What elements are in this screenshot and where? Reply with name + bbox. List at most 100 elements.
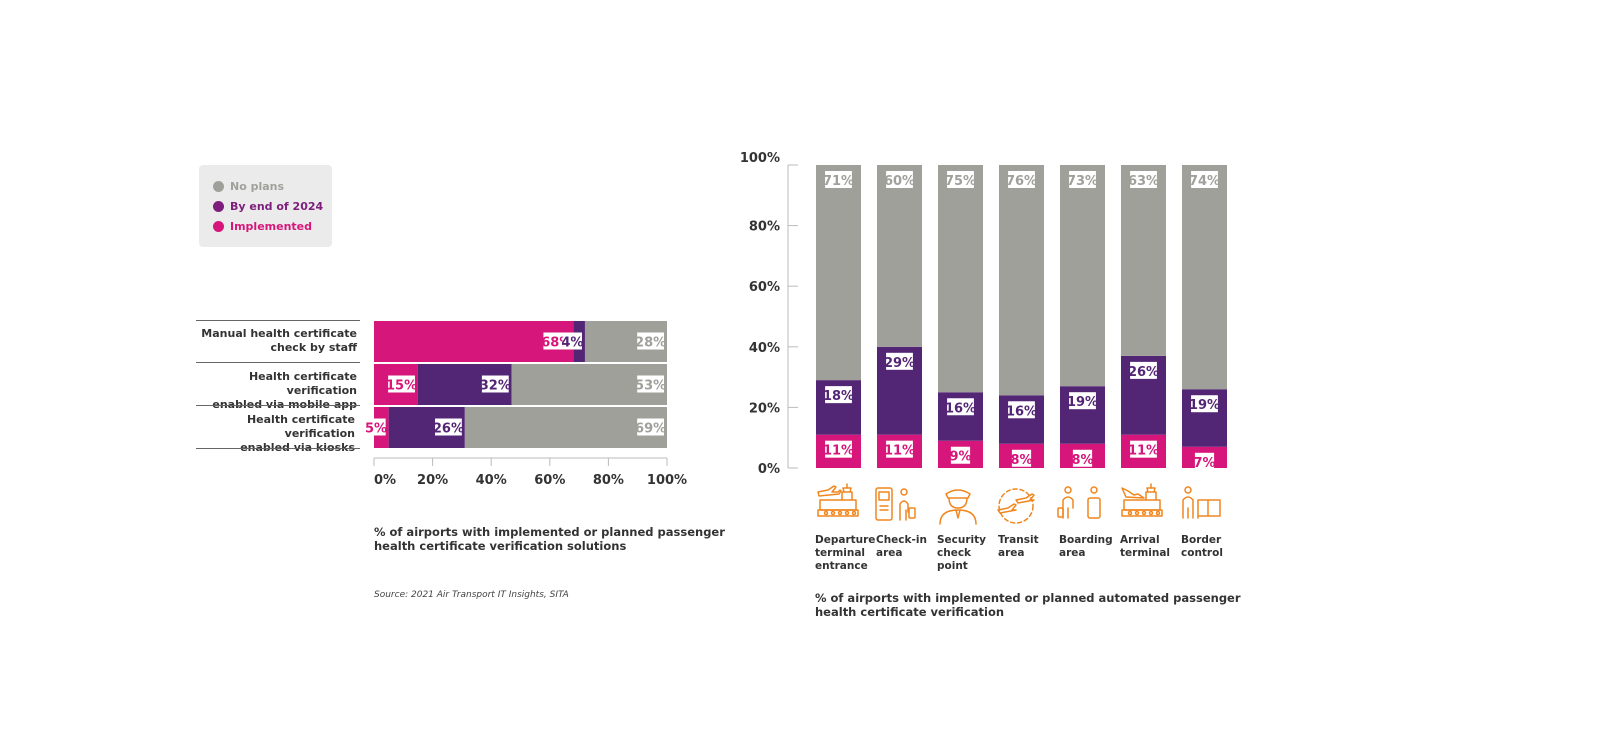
vbar-category-label: Check-in area	[876, 534, 927, 560]
vbar-value-label-bg	[1011, 449, 1032, 467]
hbar-category-line: enabled via kiosks	[240, 441, 355, 454]
vbar-segment-no-plans	[877, 165, 922, 347]
hbar-category-line: Health certificate verification	[248, 370, 357, 397]
vbar-value-label: 8%	[1071, 453, 1093, 468]
vbar-value-label-bg	[1008, 401, 1035, 419]
vbar-category-line: terminal	[1120, 547, 1171, 559]
hbar-category-label: Manual health certificate check by staff	[196, 327, 357, 355]
vbar-value-label-bg	[1130, 440, 1157, 458]
legend-item-implemented: Implemented	[213, 220, 312, 233]
hbar-value-label-bg	[366, 418, 386, 436]
hbar-category-line: check by staff	[270, 341, 358, 354]
hbar-x-tick-label: 60%	[534, 473, 565, 488]
vbar-value-label: 26%	[1128, 365, 1159, 380]
vbar-y-tick-label: 60%	[749, 280, 780, 295]
chart-legend: No plans By end of 2024 Implemented	[199, 165, 332, 247]
hbar-value-label-bg	[481, 375, 509, 393]
vbar-category-label: Border control	[1181, 534, 1223, 560]
vbar-segment-no-plans	[1182, 165, 1227, 390]
vbar-y-tick-label: 100%	[740, 151, 780, 166]
hbar-value-label-bg	[435, 418, 462, 436]
vbar-category-line: area	[1059, 547, 1086, 559]
hbar-value-label-bg	[637, 375, 664, 393]
hbar-x-tick-label: 0%	[374, 473, 396, 488]
vbar-value-label: 76%	[1006, 174, 1037, 189]
vbar-value-label-bg	[1194, 452, 1215, 470]
hbar-value-label-bg	[637, 418, 664, 436]
vbar-value-label: 60%	[884, 174, 915, 189]
vbar-value-label: 63%	[1128, 174, 1159, 189]
vbar-value-label-bg	[825, 440, 852, 458]
vbar-value-label: 11%	[884, 444, 915, 459]
vbar-value-label-bg	[825, 386, 852, 404]
vbar-y-tick-label: 40%	[749, 341, 780, 356]
vbar-category-line: Boarding	[1059, 534, 1113, 546]
vbar-value-label-bg	[1069, 392, 1096, 410]
vbar-category-line: Check-in	[876, 534, 927, 546]
vbar-value-label-bg	[1191, 171, 1218, 188]
legend-swatch-implemented	[213, 221, 224, 232]
hbar-category-line: enabled via mobile app	[212, 398, 357, 411]
hbar-value-label: 4%	[561, 336, 583, 351]
legend-label-no-plans: No plans	[230, 180, 285, 193]
hbar-x-tick-label: 80%	[593, 473, 624, 488]
vbar-value-label: 8%	[1010, 453, 1032, 468]
caption-line: % of airports with implemented or planne…	[815, 591, 1241, 605]
vbar-category-line: area	[998, 547, 1025, 559]
vbar-value-label-bg	[1130, 171, 1157, 188]
hbar-value-label-bg	[637, 332, 664, 350]
row-divider	[196, 448, 360, 449]
vbar-category-line: Security	[937, 534, 987, 546]
hbar-segment-no-plans	[464, 407, 667, 448]
hbar-value-label: 69%	[635, 422, 666, 437]
legend-item-by-2024: By end of 2024	[213, 200, 323, 213]
row-divider	[196, 320, 360, 321]
hbar-category-label: Health certificate verification enabled …	[196, 413, 355, 455]
vbar-category-line: Arrival	[1120, 534, 1160, 546]
legend-swatch-by-2024	[213, 201, 224, 212]
vbar-category-line: point	[937, 560, 968, 572]
hbar-value-label: 5%	[365, 422, 387, 437]
vbar-category-line: check	[937, 547, 972, 559]
vbar-value-label-bg	[947, 171, 974, 188]
vbar-category-line: Transit	[998, 534, 1039, 546]
vbar-value-label-bg	[886, 171, 913, 188]
hbar-x-tick-label: 100%	[647, 473, 687, 488]
vbar-y-tick-label: 80%	[749, 220, 780, 235]
hbar-value-label-bg	[388, 375, 415, 393]
vbar-value-label: 29%	[884, 356, 915, 371]
vbar-value-label: 16%	[945, 401, 976, 416]
vbar-segment-no-plans	[816, 165, 861, 381]
vbar-segment-no-plans	[938, 165, 983, 393]
hbar-x-tick-label: 40%	[476, 473, 507, 488]
hbar-value-label: 28%	[635, 336, 666, 351]
vbar-value-label: 73%	[1067, 174, 1098, 189]
vbar-value-label: 75%	[945, 174, 976, 189]
vbar-value-label-bg	[1130, 361, 1157, 379]
legend-swatch-no-plans	[213, 181, 224, 192]
vbar-value-label-bg	[1072, 449, 1093, 467]
legend-item-no-plans: No plans	[213, 180, 284, 193]
vbar-value-label-bg	[1069, 171, 1096, 188]
vbar-value-label-bg	[886, 440, 913, 458]
hbar-category-line: Health certificate verification	[246, 413, 355, 440]
vbar-value-label: 71%	[823, 174, 854, 189]
legend-label-implemented: Implemented	[230, 220, 313, 233]
vbar-segment-no-plans	[1060, 165, 1105, 387]
vbar-segment-no-plans	[999, 165, 1044, 396]
hbar-category-label: Health certificate verification enabled …	[196, 370, 357, 412]
vbar-value-label: 19%	[1189, 398, 1220, 413]
vbar-y-tick-label: 20%	[749, 401, 780, 416]
vbar-category-label: Departure terminal entrance	[815, 534, 875, 573]
hbar-value-label: 26%	[433, 422, 464, 437]
vbar-category-label: Transit area	[998, 534, 1039, 560]
vbar-category-line: Border	[1181, 534, 1222, 546]
caption-line: % of airports with implemented or planne…	[374, 525, 725, 539]
hbar-category-line: Manual health certificate	[201, 327, 357, 340]
vbar-category-label: Arrival terminal	[1120, 534, 1170, 560]
hbar-x-tick-label: 20%	[417, 473, 448, 488]
legend-label-by-2024: By end of 2024	[230, 200, 324, 213]
vbar-value-label-bg	[1008, 171, 1035, 188]
hbar-value-label-bg	[562, 332, 582, 350]
vbar-category-line: Departure	[815, 534, 876, 546]
